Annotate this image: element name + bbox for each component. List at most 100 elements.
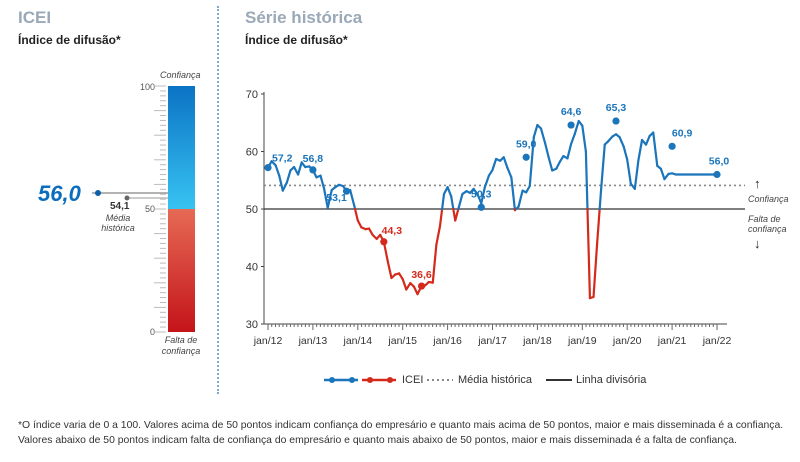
icei-point [522, 153, 530, 161]
data-label: 65,3 [606, 102, 627, 114]
icei-line-segment [454, 207, 460, 222]
icei-line-segment [510, 176, 516, 211]
footnote: *O índice varia de 0 a 100. Valores acim… [18, 418, 793, 448]
icei-line-segment [367, 227, 374, 236]
icei-line-segment [652, 131, 659, 167]
icei-line-segment [584, 150, 589, 211]
lack-arrow-icon: ↓ [754, 236, 761, 251]
y-tick-label: 40 [246, 262, 258, 274]
icei-line-segment [446, 186, 453, 198]
icei-line-segment [296, 161, 303, 176]
legend-media-label: Média histórica [458, 374, 532, 386]
y-tick-label: 60 [246, 147, 258, 159]
x-tick-label: jan/12 [253, 335, 283, 347]
icei-line-segment [506, 166, 513, 179]
average-label-line2: histórica [101, 223, 135, 233]
icei-line-segment [356, 219, 363, 229]
gauge-bottom-label-line1: Falta de [164, 335, 198, 345]
y-tick-label: 70 [246, 89, 258, 101]
icei-line-segment [480, 186, 486, 205]
left-panel-subtitle: Índice de difusão* [18, 33, 121, 47]
average-value: 54,1 [110, 201, 130, 212]
data-label: 36,6 [411, 269, 432, 281]
data-label: 57,2 [272, 153, 293, 165]
current-value: 56,0 [38, 181, 81, 206]
gauge-confidence-fill [168, 86, 195, 209]
icei-line-segment [386, 260, 393, 280]
x-tick-label: jan/15 [387, 335, 417, 347]
icei-line-segment [543, 141, 550, 159]
icei-line-segment [502, 156, 509, 169]
lack-side-label-line1: Falta de [748, 214, 781, 224]
x-tick-label: jan/16 [432, 335, 462, 347]
icei-line-segment [349, 188, 356, 207]
icei-line-segment [600, 143, 606, 190]
left-panel-title: ICEI [18, 8, 52, 27]
icei-line-segment [539, 127, 547, 144]
gauge-bottom-label-line2: confiança [161, 346, 201, 356]
confidence-arrow-icon: ↑ [754, 176, 761, 191]
icei-line-segment [281, 181, 288, 192]
icei-line-segment [405, 282, 412, 291]
icei-line-segment [326, 188, 333, 209]
icei-line-segment [483, 174, 491, 189]
data-label: 59,0 [516, 138, 537, 150]
average-label-line1: Média [105, 213, 131, 223]
icei-point [264, 164, 272, 172]
y-tick-label: 30 [246, 319, 258, 331]
icei-line-segment [558, 155, 565, 163]
icei-point [380, 238, 388, 246]
current-value-dot [95, 190, 101, 196]
icei-line-segment [586, 207, 592, 300]
gauge-tick-100: 100 [140, 82, 156, 92]
icei-point [612, 117, 620, 125]
average-label: Média histórica [100, 213, 136, 233]
icei-point [713, 170, 721, 179]
icei-line-segment [435, 225, 442, 246]
x-tick-label: jan/18 [522, 335, 552, 347]
icei-line-segment [353, 207, 359, 222]
x-tick-label: jan/20 [612, 335, 642, 347]
data-label: 50,3 [471, 188, 492, 200]
icei-point [567, 121, 575, 129]
x-tick-label: jan/22 [702, 335, 732, 347]
gauge-lack-fill [168, 209, 195, 332]
x-tick-label: jan/17 [477, 335, 507, 347]
icei-line-segment [525, 184, 531, 194]
icei-line-segment [401, 278, 408, 291]
icei-line-segment [633, 159, 640, 190]
confidence-side-label: Confiança [748, 194, 789, 204]
icei-line-segment [398, 272, 404, 281]
icei-point [668, 142, 676, 150]
icei-line-segment [431, 243, 438, 284]
gauge-top-label: Confiança [160, 70, 201, 80]
icei-line-segment [644, 134, 651, 146]
right-panel-subtitle: Índice de difusão* [245, 33, 348, 47]
legend-media-swatch [427, 379, 453, 381]
icei-point [342, 187, 351, 195]
data-label: 53,1 [326, 192, 347, 204]
x-tick-label: jan/14 [342, 335, 372, 347]
icei-point [309, 166, 317, 174]
icei-line-segment [517, 189, 524, 208]
history-chart: 30 40 50 60 70 jan/12 jan/13 jan/14 jan/15 jan/16… [246, 89, 745, 347]
icei-line-segment [278, 174, 284, 192]
data-label: 56,8 [303, 153, 324, 165]
x-tick-label: jan/19 [567, 335, 597, 347]
legend-icei-label: ICEI [402, 374, 424, 386]
confidence-gauge [92, 85, 195, 333]
lack-side-label-line2: confiança [748, 224, 787, 234]
icei-line-segment [592, 242, 599, 299]
icei-line-segment [450, 195, 455, 211]
footnote-line1: *O índice varia de 0 a 100. Valores acim… [18, 420, 784, 431]
data-label: 64,6 [561, 106, 582, 118]
icei-line-segment [319, 174, 326, 190]
icei-line-segment [659, 167, 666, 181]
gauge-tick-0: 0 [150, 327, 156, 337]
icei-line-segment [472, 187, 479, 196]
icei-line-segment [566, 142, 573, 160]
icei-line-segment [622, 145, 629, 161]
icei-line-segment [547, 156, 554, 172]
footnote-line2: Valores abaixo de 50 pontos indicam falt… [18, 435, 737, 446]
right-panel-title: Série histórica [245, 8, 363, 27]
